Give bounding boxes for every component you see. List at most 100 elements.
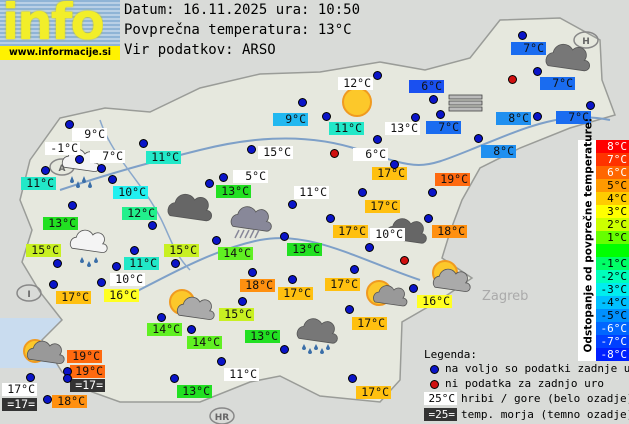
temperature-label: 16°C xyxy=(417,295,452,308)
raindrop-icon xyxy=(80,257,84,263)
temperature-label: 11°C xyxy=(224,368,259,381)
raindrop-icon xyxy=(94,257,98,263)
raindrop-icon xyxy=(70,176,74,183)
station-dot[interactable] xyxy=(97,278,106,287)
logo-url[interactable]: www.informacije.si xyxy=(0,46,120,60)
station-dot[interactable] xyxy=(428,188,437,197)
station-dot[interactable] xyxy=(170,374,179,383)
station-dot[interactable] xyxy=(436,110,445,119)
station-dot[interactable] xyxy=(187,325,196,334)
station-dot[interactable] xyxy=(53,259,62,268)
raindrop-icon xyxy=(87,261,91,267)
station-dot[interactable] xyxy=(280,232,289,241)
station-dot[interactable] xyxy=(586,101,595,110)
sea-temperature-label: =17= xyxy=(70,379,105,392)
station-dot[interactable] xyxy=(533,112,542,121)
temperature-label: 15°C xyxy=(258,146,293,159)
station-dot[interactable] xyxy=(219,173,228,182)
date-line: Datum: 16.11.2025 ura: 10:50 xyxy=(124,2,361,18)
temperature-label: 11°C xyxy=(146,151,181,164)
station-dot[interactable] xyxy=(97,164,106,173)
station-dot[interactable] xyxy=(108,175,117,184)
station-dot[interactable] xyxy=(217,357,226,366)
station-dot[interactable] xyxy=(348,374,357,383)
temperature-label: 17°C xyxy=(365,200,400,213)
legend-sea-text: temp. morja (temno ozadje) xyxy=(461,408,629,421)
station-dot[interactable] xyxy=(41,166,50,175)
station-dot[interactable] xyxy=(148,221,157,230)
temperature-label: 11°C xyxy=(21,177,56,190)
country-outline xyxy=(19,17,616,403)
temperature-label: 17°C xyxy=(333,225,368,238)
station-dot[interactable] xyxy=(373,71,382,80)
temperature-label: 9°C xyxy=(72,128,107,141)
temperature-label: 15°C xyxy=(164,244,199,257)
blue-dot-icon xyxy=(430,365,439,374)
station-dot[interactable] xyxy=(212,236,221,245)
country-marker-croatia: HR xyxy=(209,407,235,424)
no-data-station-dot[interactable] xyxy=(400,256,409,265)
legend-mountain: 25°C hribi / gore (belo ozadje) xyxy=(424,392,629,406)
station-dot[interactable] xyxy=(288,275,297,284)
temperature-label: 17°C xyxy=(356,386,391,399)
station-dot[interactable] xyxy=(288,200,297,209)
station-dot[interactable] xyxy=(130,246,139,255)
station-dot[interactable] xyxy=(43,395,52,404)
temperature-label: 14°C xyxy=(218,247,253,260)
scale-row: -2°C xyxy=(596,270,629,283)
station-dot[interactable] xyxy=(26,373,35,382)
station-dot[interactable] xyxy=(298,98,307,107)
scale-row: 8°C xyxy=(596,140,629,153)
temperature-label: 16°C xyxy=(104,289,139,302)
station-dot[interactable] xyxy=(373,135,382,144)
station-dot[interactable] xyxy=(411,113,420,122)
station-dot[interactable] xyxy=(350,265,359,274)
temperature-label: 7°C xyxy=(556,111,591,124)
station-dot[interactable] xyxy=(280,345,289,354)
station-dot[interactable] xyxy=(326,214,335,223)
station-dot[interactable] xyxy=(238,297,247,306)
station-dot[interactable] xyxy=(247,145,256,154)
temperature-label: 19°C xyxy=(435,173,470,186)
station-dot[interactable] xyxy=(429,95,438,104)
station-dot[interactable] xyxy=(533,67,542,76)
deviation-scale: Odstopanje od povprečne temperature: 8°C… xyxy=(578,118,629,361)
station-dot[interactable] xyxy=(63,374,72,383)
station-dot[interactable] xyxy=(424,214,433,223)
scale-row xyxy=(596,244,629,257)
station-dot[interactable] xyxy=(139,139,148,148)
station-dot[interactable] xyxy=(390,160,399,169)
station-dot[interactable] xyxy=(474,134,483,143)
temperature-label: 15°C xyxy=(219,308,254,321)
station-dot[interactable] xyxy=(75,155,84,164)
station-dot[interactable] xyxy=(518,31,527,40)
station-dot[interactable] xyxy=(322,112,331,121)
temperature-label: 6°C xyxy=(409,80,444,93)
raindrop-icon xyxy=(314,344,318,350)
logo[interactable]: info www.informacije.si xyxy=(0,0,120,60)
no-data-station-dot[interactable] xyxy=(330,149,339,158)
country-letter: HR xyxy=(215,413,230,423)
temperature-label: 14°C xyxy=(147,323,182,336)
station-dot[interactable] xyxy=(358,188,367,197)
station-dot[interactable] xyxy=(112,262,121,271)
station-dot[interactable] xyxy=(65,120,74,129)
temperature-label: 7°C xyxy=(540,77,575,90)
station-dot[interactable] xyxy=(345,305,354,314)
raindrop-icon xyxy=(326,344,330,350)
station-dot[interactable] xyxy=(171,259,180,268)
scale-row: -6°C xyxy=(596,322,629,335)
station-dot[interactable] xyxy=(157,313,166,322)
station-dot[interactable] xyxy=(365,243,374,252)
partly-cloudy-icon xyxy=(366,280,408,307)
fog-icon xyxy=(448,94,483,112)
station-dot[interactable] xyxy=(49,280,58,289)
station-dot[interactable] xyxy=(205,179,214,188)
station-dot[interactable] xyxy=(248,268,257,277)
station-dot[interactable] xyxy=(409,284,418,293)
no-data-station-dot[interactable] xyxy=(508,75,517,84)
station-dot[interactable] xyxy=(68,201,77,210)
temperature-label: 17°C xyxy=(2,383,37,396)
raindrop-icon xyxy=(88,181,92,188)
